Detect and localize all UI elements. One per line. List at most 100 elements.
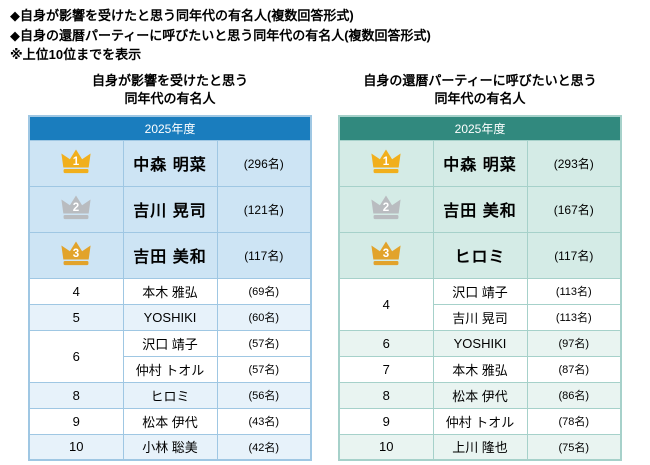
- respondent-count: (78名): [526, 407, 622, 435]
- celebrity-name: 中森 明菜: [432, 139, 528, 187]
- intro-note-top10: ※上位10位までを表示: [10, 47, 142, 62]
- svg-text:1: 1: [383, 156, 390, 168]
- celebrity-name: YOSHIKI: [432, 329, 528, 357]
- celebrity-name: 中森 明菜: [122, 139, 218, 187]
- celebrity-name: 沢口 靖子: [122, 329, 218, 357]
- party-table-title: 自身の還暦パーティーに呼びたいと思う 同年代の有名人: [338, 71, 622, 109]
- svg-text:3: 3: [73, 248, 79, 260]
- celebrity-name: 上川 隆也: [432, 433, 528, 461]
- respondent-count: (293名): [526, 139, 622, 187]
- celebrity-name: 松本 伊代: [122, 407, 218, 435]
- crown-silver-icon: 2: [370, 194, 402, 222]
- rank-number-cell: 8: [28, 381, 124, 409]
- rank-crown-cell: 1: [28, 139, 124, 187]
- respondent-count: (43名): [216, 407, 312, 435]
- rank-number-cell: 6: [28, 329, 124, 383]
- respondent-count: (113名): [526, 303, 622, 331]
- influence-ranking: 自身が影響を受けたと思う 同年代の有名人 2025年度 1 中森 明菜 (296名)…: [28, 71, 312, 461]
- respondent-count: (60名): [216, 303, 312, 331]
- ranking-row: 3 吉田 美和 (117名): [28, 231, 312, 279]
- svg-text:3: 3: [383, 248, 389, 260]
- respondent-count: (97名): [526, 329, 622, 357]
- respondent-count: (117名): [526, 231, 622, 279]
- rank-number-cell: 10: [338, 433, 434, 461]
- respondent-count: (42名): [216, 433, 312, 461]
- influence-ranking-table: 2025年度 1 中森 明菜 (296名) 2 吉川 晃司 (121名) 3 吉田 美和 (11…: [28, 114, 312, 461]
- ranking-row: 1 中森 明菜 (293名): [338, 139, 622, 187]
- rank-number-cell: 10: [28, 433, 124, 461]
- respondent-count: (86名): [526, 381, 622, 409]
- celebrity-name: 本木 雅弘: [122, 277, 218, 305]
- party-ranking-table: 2025年度 1 中森 明菜 (293名) 2 吉田 美和 (167名) 3 ヒロミ (117名…: [338, 114, 622, 461]
- rank-number-cell: 7: [338, 355, 434, 383]
- celebrity-name: YOSHIKI: [122, 303, 218, 331]
- year-header: 2025年度: [338, 115, 622, 141]
- rank-crown-cell: 2: [28, 185, 124, 233]
- crown-gold-icon: 1: [60, 148, 92, 176]
- crown-silver-icon: 2: [60, 194, 92, 222]
- celebrity-name: 吉川 晃司: [432, 303, 528, 331]
- celebrity-name: 仲村 トオル: [432, 407, 528, 435]
- rank-crown-cell: 3: [338, 231, 434, 279]
- rank-number-cell: 4: [28, 277, 124, 305]
- title-line-2: 同年代の有名人: [434, 91, 526, 107]
- ranking-tables: 自身が影響を受けたと思う 同年代の有名人 2025年度 1 中森 明菜 (296名)…: [8, 71, 642, 461]
- respondent-count: (56名): [216, 381, 312, 409]
- year-header: 2025年度: [28, 115, 312, 141]
- year-header-row: 2025年度: [28, 115, 312, 141]
- respondent-count: (121名): [216, 185, 312, 233]
- year-header-row: 2025年度: [338, 115, 622, 141]
- party-table-body: 1 中森 明菜 (293名) 2 吉田 美和 (167名) 3 ヒロミ (117名) 4 沢口 靖子…: [338, 139, 622, 461]
- ranking-row: 8 ヒロミ (56名): [28, 381, 312, 409]
- rank-crown-cell: 1: [338, 139, 434, 187]
- crown-bronze-icon: 3: [370, 240, 402, 268]
- rank-number-cell: 9: [28, 407, 124, 435]
- ranking-row: 6 沢口 靖子 (57名): [28, 329, 312, 383]
- svg-text:1: 1: [73, 156, 80, 168]
- celebrity-name: 本木 雅弘: [432, 355, 528, 383]
- celebrity-name: ヒロミ: [122, 381, 218, 409]
- svg-text:2: 2: [383, 202, 389, 214]
- celebrity-name: 吉田 美和: [432, 185, 528, 233]
- title-line-1: 自身の還暦パーティーに呼びたいと思う: [363, 73, 597, 89]
- celebrity-name: 沢口 靖子: [432, 277, 528, 305]
- ranking-row: 4 本木 雅弘 (69名): [28, 277, 312, 305]
- celebrity-name: 仲村 トオル: [122, 355, 218, 383]
- rank-number-cell: 8: [338, 381, 434, 409]
- celebrity-name: 吉川 晃司: [122, 185, 218, 233]
- title-line-2: 同年代の有名人: [124, 91, 216, 107]
- ranking-row: 2 吉川 晃司 (121名): [28, 185, 312, 233]
- respondent-count: (69名): [216, 277, 312, 305]
- influence-table-title: 自身が影響を受けたと思う 同年代の有名人: [28, 71, 312, 109]
- respondent-count: (167名): [526, 185, 622, 233]
- intro-block: ◆自身が影響を受けたと思う同年代の有名人(複数回答形式) ◆自身の還暦パーティー…: [10, 6, 642, 65]
- rank-number-cell: 5: [28, 303, 124, 331]
- ranking-row: 2 吉田 美和 (167名): [338, 185, 622, 233]
- respondent-count: (57名): [216, 355, 312, 383]
- celebrity-name: 小林 聡美: [122, 433, 218, 461]
- ranking-row: 8 松本 伊代 (86名): [338, 381, 622, 409]
- rank-number-cell: 4: [338, 277, 434, 331]
- ranking-row: 5 YOSHIKI (60名): [28, 303, 312, 331]
- ranking-row: 10 小林 聡美 (42名): [28, 433, 312, 461]
- crown-bronze-icon: 3: [60, 240, 92, 268]
- respondent-count: (117名): [216, 231, 312, 279]
- ranking-row: 1 中森 明菜 (296名): [28, 139, 312, 187]
- rank-number-cell: 9: [338, 407, 434, 435]
- intro-line-influence: ◆自身が影響を受けたと思う同年代の有名人(複数回答形式): [10, 8, 354, 23]
- crown-gold-icon: 1: [370, 148, 402, 176]
- ranking-row: 9 松本 伊代 (43名): [28, 407, 312, 435]
- ranking-row: 仲村 トオル (57名): [29, 355, 312, 383]
- rank-crown-cell: 3: [28, 231, 124, 279]
- respondent-count: (87名): [526, 355, 622, 383]
- svg-text:2: 2: [73, 202, 79, 214]
- ranking-row: 7 本木 雅弘 (87名): [338, 355, 622, 383]
- party-ranking: 自身の還暦パーティーに呼びたいと思う 同年代の有名人 2025年度 1 中森 明菜…: [338, 71, 622, 461]
- ranking-row: 10 上川 隆也 (75名): [338, 433, 622, 461]
- celebrity-name: ヒロミ: [432, 231, 528, 279]
- respondent-count: (113名): [526, 277, 622, 305]
- influence-table-body: 1 中森 明菜 (296名) 2 吉川 晃司 (121名) 3 吉田 美和 (117名) 4 本木 …: [28, 139, 312, 461]
- celebrity-name: 吉田 美和: [122, 231, 218, 279]
- ranking-row: 9 仲村 トオル (78名): [338, 407, 622, 435]
